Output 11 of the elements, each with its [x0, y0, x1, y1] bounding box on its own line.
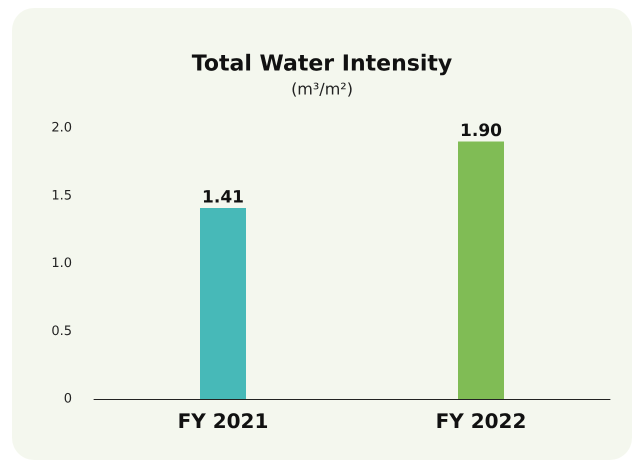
y-tick-label: 1.5 [51, 188, 72, 204]
data-label: 1.41 [202, 187, 244, 208]
x-tick-label: FY 2021 [178, 409, 268, 433]
y-tick-label: 0.5 [51, 324, 72, 339]
chart-subtitle: (m³/m²) [291, 80, 353, 98]
data-label: 1.90 [460, 121, 502, 142]
x-tick-label: FY 2022 [436, 409, 526, 433]
chart-title: Total Water Intensity [192, 52, 452, 76]
y-tick-label: 2.0 [51, 120, 72, 136]
y-tick-label: 1.0 [51, 256, 72, 271]
y-tick-label: 0 [64, 392, 72, 406]
